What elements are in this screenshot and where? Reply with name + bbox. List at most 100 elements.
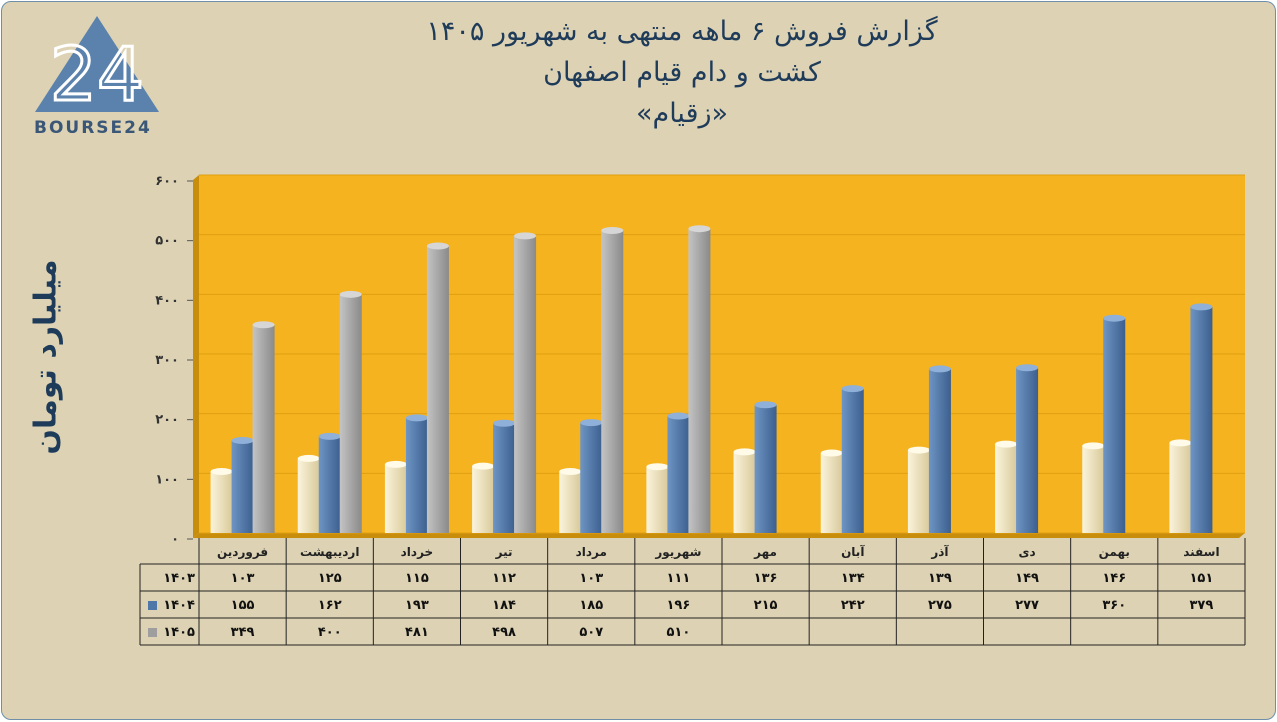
- data-label: ۱۴۹: [1015, 571, 1039, 586]
- y-tick-label: ۲۰۰: [155, 413, 179, 428]
- chart-title: گزارش فروش ۶ ماهه منتهی به شهریور ۱۴۰۵: [426, 16, 938, 47]
- bar-cap: [667, 412, 690, 420]
- data-label: ۳۶۰: [1102, 598, 1126, 613]
- bar-body: [754, 404, 777, 533]
- bar-۱۴۰۴-خرداد: [405, 414, 428, 533]
- x-category-label: فروردین: [217, 545, 268, 560]
- y-tick-label: ۳۰۰: [155, 353, 179, 368]
- bar-body: [928, 368, 951, 533]
- y-tick-label: ۴۰۰: [155, 293, 179, 308]
- bar-۱۴۰۴-بهمن: [1103, 314, 1126, 533]
- bar-body: [1190, 306, 1213, 533]
- bar-۱۴۰۳-فروردین: [210, 468, 233, 533]
- data-label: ۱۹۶: [667, 598, 691, 613]
- data-label: ۱۱۵: [405, 571, 429, 586]
- bar-body: [514, 235, 537, 534]
- data-label: ۴۹۸: [492, 625, 516, 640]
- bar-body: [1169, 442, 1192, 533]
- data-label: ۱۰۳: [231, 571, 255, 586]
- x-category-label: خرداد: [401, 545, 434, 559]
- data-label: ۳۴۹: [231, 625, 255, 640]
- bar-body: [231, 440, 254, 533]
- bar-۱۴۰۴-اردیبهشت: [318, 432, 341, 533]
- bar-۱۴۰۳-مرداد: [559, 468, 582, 533]
- data-label: ۴۸۱: [405, 625, 429, 640]
- bar-۱۴۰۴-آذر: [928, 365, 951, 533]
- bar-۱۴۰۴-شهریور: [667, 412, 690, 533]
- bar-body: [580, 422, 603, 533]
- bar-۱۴۰۵-خرداد: [426, 242, 449, 533]
- plot-floor: [193, 533, 1245, 538]
- bar-body: [995, 444, 1018, 533]
- data-label: ۱۲۵: [318, 571, 342, 586]
- bar-body: [252, 324, 275, 533]
- bar-cap: [733, 448, 756, 456]
- bar-۱۴۰۳-شهریور: [646, 463, 669, 533]
- bar-body: [1016, 367, 1039, 533]
- bar-body: [820, 453, 843, 533]
- logo-text: BOURSE24: [34, 118, 152, 138]
- bar-body: [601, 230, 624, 534]
- bar-۱۴۰۳-بهمن: [1082, 442, 1105, 533]
- bar-۱۴۰۵-مرداد: [601, 226, 624, 534]
- bar-۱۴۰۳-دی: [995, 440, 1018, 533]
- data-label: ۲۷۵: [928, 598, 952, 613]
- bar-۱۴۰۴-فروردین: [231, 437, 254, 533]
- data-label: ۱۸۵: [579, 598, 603, 613]
- data-label: ۱۸۴: [492, 598, 516, 613]
- bar-cap: [1169, 439, 1192, 447]
- bar-۱۴۰۳-آبان: [820, 449, 843, 533]
- data-label: ۱۱۲: [492, 571, 516, 586]
- bar-cap: [231, 437, 254, 445]
- bar-body: [297, 458, 320, 533]
- bar-۱۴۰۴-دی: [1016, 364, 1039, 533]
- legend-entry: ۱۴۰۵: [163, 625, 195, 640]
- bar-body: [472, 466, 495, 533]
- x-category-label: بهمن: [1099, 545, 1130, 559]
- bar-۱۴۰۵-شهریور: [688, 225, 711, 533]
- chart-subtitle: کشت و دام قیام اصفهان: [543, 57, 821, 88]
- bar-cap: [1190, 303, 1213, 311]
- bar-cap: [493, 419, 516, 427]
- x-category-label: دی: [1019, 545, 1036, 559]
- bar-body: [318, 436, 341, 533]
- data-label: ۱۵۵: [231, 598, 255, 613]
- bar-۱۴۰۴-آبان: [841, 385, 864, 533]
- bar-cap: [318, 432, 341, 440]
- bar-cap: [754, 401, 777, 409]
- data-label: ۵۱۰: [667, 625, 691, 640]
- data-label: ۱۳۴: [841, 571, 865, 586]
- bar-cap: [928, 365, 951, 373]
- legend-swatch: [148, 628, 157, 637]
- x-category-label: اردیبهشت: [300, 545, 359, 559]
- bar-cap: [405, 414, 428, 422]
- data-label: ۲۱۵: [754, 598, 778, 613]
- chart-ticker: «زقیام»: [635, 98, 729, 129]
- data-label: ۱۹۳: [405, 598, 429, 613]
- bar-۱۴۰۵-اردیبهشت: [339, 290, 362, 533]
- data-label: ۱۳۹: [928, 571, 952, 586]
- bar-body: [1103, 318, 1126, 533]
- bar-۱۴۰۴-اسفند: [1190, 303, 1213, 533]
- legend-swatch: [148, 601, 157, 610]
- x-category-label: آبان: [841, 544, 865, 559]
- bar-body: [907, 450, 930, 533]
- x-category-label: تیر: [495, 545, 513, 559]
- bar-body: [688, 228, 711, 533]
- bar-۱۴۰۳-تیر: [472, 462, 495, 533]
- y-tick-label: ۶۰۰: [155, 174, 179, 189]
- bar-cap: [252, 321, 275, 329]
- bar-cap: [1082, 442, 1105, 450]
- bar-cap: [472, 462, 495, 470]
- bar-body: [493, 423, 516, 533]
- bar-cap: [820, 449, 843, 457]
- data-label: ۱۶۲: [318, 598, 342, 613]
- x-category-label: اسفند: [1183, 545, 1219, 559]
- bourse24-logo-icon: 24: [35, 16, 159, 120]
- data-label: ۵۰۷: [579, 625, 603, 640]
- bar-cap: [426, 242, 449, 250]
- bar-cap: [210, 468, 233, 476]
- bar-cap: [841, 385, 864, 393]
- bar-۱۴۰۳-اردیبهشت: [297, 454, 320, 533]
